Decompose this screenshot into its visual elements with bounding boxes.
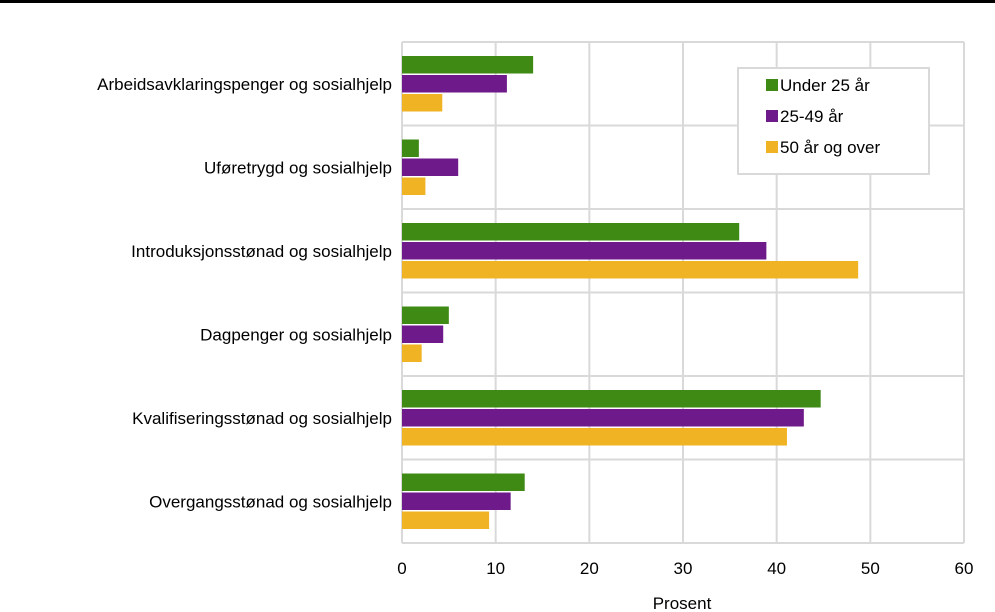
category-label: Arbeidsavklaringspenger og sosialhjelp [97,75,392,94]
x-tick-labels: 0 10 20 30 40 50 60 [397,559,973,578]
bars [402,56,859,529]
x-tick-label: 40 [767,559,786,578]
legend-label: 50 år og over [780,138,881,157]
legend-label: Under 25 år [780,76,870,95]
category-label: Uføretrygd og sosialhjelp [204,158,392,177]
x-tick-label: 20 [580,559,599,578]
category-label: Introduksjonsstønad og sosialhjelp [131,242,392,261]
bar [402,177,426,195]
bar [402,223,740,241]
legend-swatch [766,141,778,153]
category-label: Overgangsstønad og sosialhjelp [149,492,392,511]
x-tick-label: 60 [955,559,974,578]
bar [402,94,443,112]
bar [402,306,449,324]
category-label: Dagpenger og sosialhjelp [200,325,392,344]
bar [402,139,419,157]
legend: Under 25 år 25-49 år 50 år og over [737,67,930,175]
category-labels: Arbeidsavklaringspenger og sosialhjelp Uf… [97,75,392,512]
x-tick-label: 30 [674,559,693,578]
bar [402,242,767,260]
bar [402,409,804,427]
bar [402,75,507,93]
x-axis-title: Prosent [653,594,712,612]
legend-swatch [766,110,778,122]
bar [402,158,459,176]
bar [402,56,534,74]
x-tick-label: 0 [397,559,406,578]
bar [402,428,787,446]
bar [402,325,444,343]
x-tick-label: 50 [861,559,880,578]
legend-swatch [766,79,778,91]
legend-label: 25-49 år [780,107,844,126]
bar [402,344,422,362]
bar [402,511,490,529]
x-tick-label: 10 [486,559,505,578]
bar [402,390,821,408]
top-rule [0,0,995,3]
bar [402,473,525,491]
bar [402,492,511,510]
category-label: Kvalifiseringsstønad og sosialhjelp [132,409,392,428]
bar [402,261,859,279]
